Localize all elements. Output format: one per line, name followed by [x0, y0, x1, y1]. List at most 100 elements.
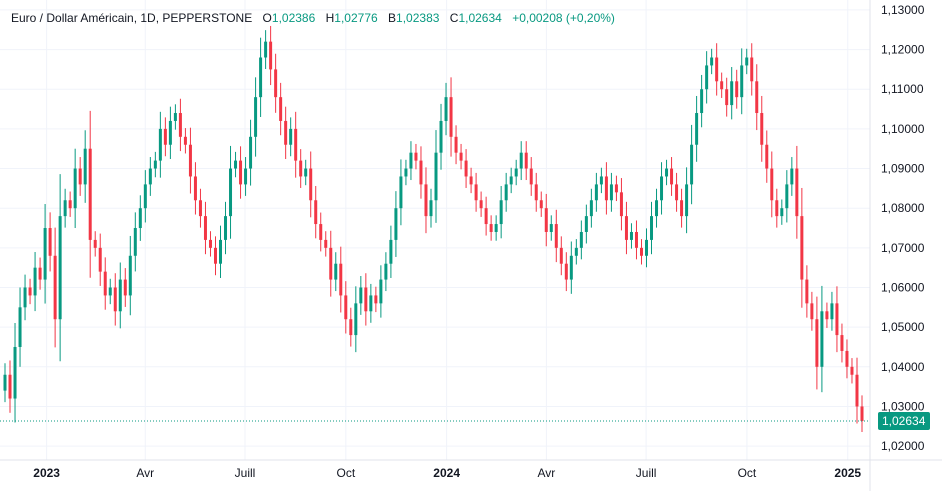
candle-down	[324, 239, 328, 248]
candle-down	[329, 247, 333, 280]
candle-up	[509, 176, 513, 185]
symbol-legend: Euro / Dollar Américain, 1D, PEPPERSTONE…	[11, 11, 615, 25]
price-tick-label: 1,10000	[881, 122, 925, 136]
candle-down	[534, 184, 538, 201]
candle-up	[359, 287, 363, 304]
candle-down	[424, 184, 428, 217]
candle-up	[379, 279, 383, 304]
price-tick-label: 1,12000	[881, 43, 925, 57]
candle-up	[389, 239, 393, 264]
candle-up	[594, 184, 598, 201]
candle-up	[579, 231, 583, 248]
candle-up	[133, 228, 137, 256]
candle-down	[680, 200, 684, 217]
candle-up	[118, 279, 122, 312]
candle-up	[259, 57, 263, 98]
candle-up	[655, 200, 659, 217]
candle-up	[264, 41, 268, 58]
candle-down	[414, 152, 418, 161]
candle-down	[725, 89, 729, 106]
candle-up	[439, 120, 443, 153]
candle-down	[720, 81, 724, 90]
price-tick-label: 1,04000	[881, 360, 925, 374]
candle-down	[614, 184, 618, 193]
candle-up	[289, 128, 293, 145]
candle-down	[274, 69, 278, 98]
candle-down	[178, 113, 182, 137]
low-value: 1,02383	[396, 11, 440, 25]
candle-up	[569, 255, 573, 280]
candle-up	[574, 247, 578, 256]
candle-up	[3, 374, 7, 391]
candle-down	[619, 192, 623, 217]
candle-down	[770, 168, 774, 201]
price-tick-label: 1,06000	[881, 281, 925, 295]
candle-down	[88, 148, 92, 240]
candle-down	[314, 200, 318, 225]
time-tick-label: 2025	[834, 466, 861, 480]
candle-down	[564, 263, 568, 280]
candle-up	[249, 136, 253, 169]
candle-up	[514, 168, 518, 177]
candle-up	[584, 216, 588, 232]
candle-down	[554, 224, 558, 248]
candle-down	[123, 279, 127, 296]
candle-down	[474, 184, 478, 201]
candle-up	[710, 57, 714, 66]
candle-up	[219, 239, 223, 264]
candle-up	[494, 224, 498, 232]
close-label: C	[449, 11, 459, 25]
candle-up	[384, 263, 388, 280]
close-value: 1,02634	[458, 11, 502, 25]
candle-down	[163, 128, 167, 145]
candle-down	[489, 224, 493, 232]
candle-up	[444, 97, 448, 121]
price-tick-label: 1,08000	[881, 201, 925, 215]
candle-up	[629, 231, 633, 240]
candle-up	[224, 216, 228, 240]
price-tick-label: 1,03000	[881, 399, 925, 413]
candle-up	[254, 97, 258, 137]
candle-down	[419, 160, 423, 185]
candle-up	[549, 224, 553, 232]
candle-down	[775, 200, 779, 217]
candle-up	[173, 113, 177, 121]
price-tick-label: 1,11000	[881, 82, 924, 96]
candle-down	[188, 144, 192, 177]
candle-down	[319, 224, 323, 240]
candle-down	[459, 152, 463, 161]
price-tick-label: 1,07000	[881, 241, 925, 255]
candle-down	[855, 374, 859, 407]
candle-down	[760, 113, 764, 145]
candle-down	[750, 57, 754, 82]
candle-down	[524, 152, 528, 169]
candle-down	[755, 81, 759, 114]
time-tick-label: Avr	[537, 466, 555, 480]
candle-down	[810, 303, 814, 320]
candle-down	[825, 311, 829, 320]
candle-up	[499, 200, 503, 225]
time-tick-label: Juill	[235, 466, 256, 480]
candle-down	[715, 57, 719, 82]
candle-down	[269, 41, 273, 70]
candle-up	[785, 184, 789, 209]
time-tick-label: Oct	[336, 466, 355, 480]
price-tick-label: 1,05000	[881, 320, 925, 334]
candle-up	[58, 216, 62, 320]
candle-down	[339, 263, 343, 296]
candle-down	[78, 168, 82, 185]
candle-down	[559, 247, 563, 264]
candle-down	[800, 216, 804, 280]
candle-up	[830, 303, 834, 320]
candle-down	[479, 200, 483, 209]
candle-down	[53, 255, 57, 320]
open-value: 1,02386	[271, 11, 316, 25]
candle-up	[740, 65, 744, 98]
candle-up	[33, 267, 37, 296]
candle-up	[409, 152, 413, 169]
candle-up	[690, 144, 694, 185]
time-tick-label: Oct	[738, 466, 757, 480]
candle-up	[304, 168, 308, 177]
